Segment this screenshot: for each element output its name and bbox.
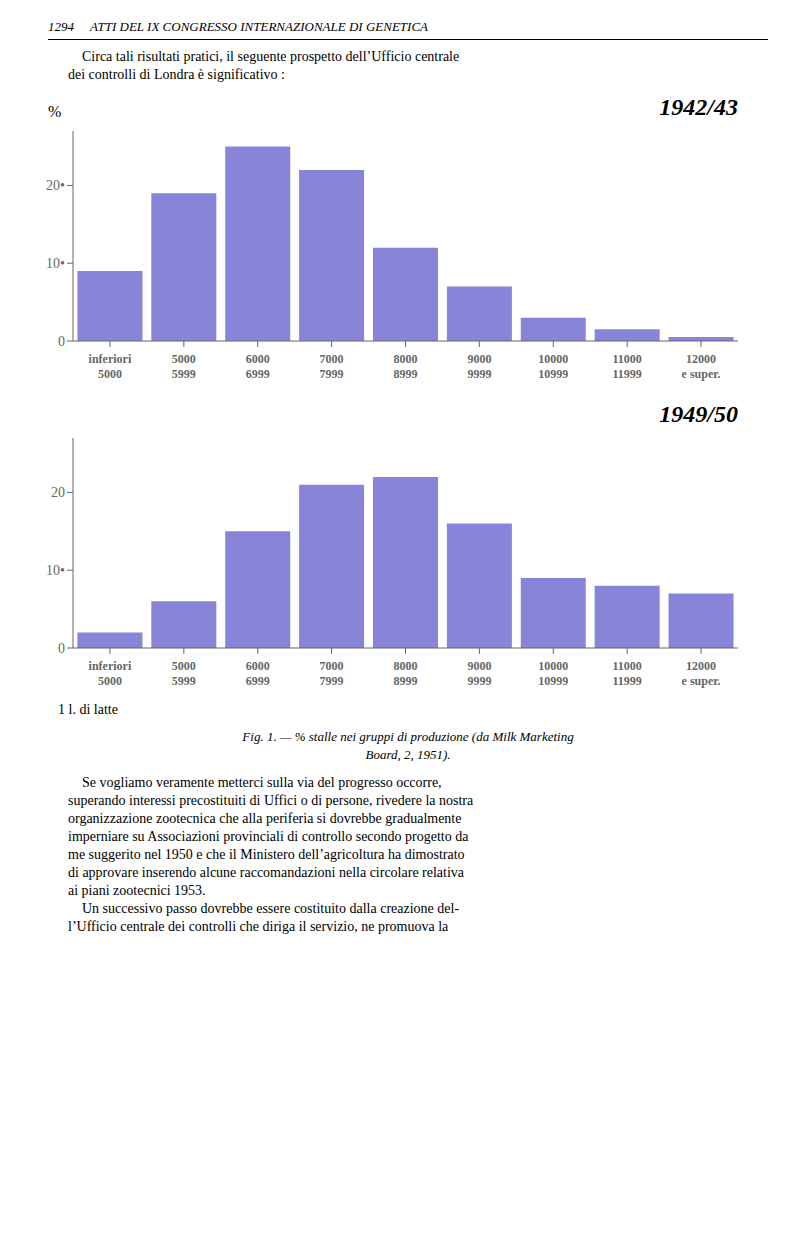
svg-text:90009999: 90009999 xyxy=(467,352,491,381)
svg-text:70007999: 70007999 xyxy=(320,659,344,688)
svg-text:1000010999: 1000010999 xyxy=(538,352,568,381)
svg-text:12000e super.: 12000e super. xyxy=(682,352,721,381)
svg-text:20•: 20• xyxy=(46,178,65,193)
svg-text:0: 0 xyxy=(58,641,65,656)
svg-text:60006999: 60006999 xyxy=(246,659,270,688)
svg-text:80008999: 80008999 xyxy=(394,659,418,688)
html-text:l’Ufficio centrale dei control: l’Ufficio centrale dei controlli che dir… xyxy=(68,919,449,934)
svg-text:80008999: 80008999 xyxy=(394,352,418,381)
html-text:me suggerito nel 1950 e che il: me suggerito nel 1950 e che il Ministero… xyxy=(68,847,465,862)
html-text:imperniare su Associazioni pro: imperniare su Associazioni provinciali d… xyxy=(68,829,469,844)
html-text:Un successivo passo dovrebbe e: Un successivo passo dovrebbe essere cost… xyxy=(68,901,460,916)
svg-text:10•: 10• xyxy=(46,563,65,578)
svg-text:50005999: 50005999 xyxy=(172,659,196,688)
svg-text:90009999: 90009999 xyxy=(467,659,491,688)
svg-text:0: 0 xyxy=(58,334,65,349)
svg-text:inferiori5000: inferiori5000 xyxy=(89,352,132,381)
html-text:Se vogliamo veramente metterci: Se vogliamo veramente metterci sulla via… xyxy=(68,775,442,790)
html-text:ai piani zootecnici 1953.: ai piani zootecnici 1953. xyxy=(68,883,206,898)
svg-text:50005999: 50005999 xyxy=(172,352,196,381)
svg-text:inferiori5000: inferiori5000 xyxy=(89,659,132,688)
svg-text:12000e super.: 12000e super. xyxy=(682,659,721,688)
html-text:Fig. 1. — % stalle nei gruppi: Fig. 1. — % stalle nei gruppi di produzi… xyxy=(242,729,574,744)
svg-text:70007999: 70007999 xyxy=(320,352,344,381)
html-text:organizzazione zootecnica che: organizzazione zootecnica che alla perif… xyxy=(68,811,462,826)
html-text:di approvare inserendo alcune: di approvare inserendo alcune raccomanda… xyxy=(68,865,465,880)
svg-text:1100011999: 1100011999 xyxy=(612,659,641,688)
html-text:1942/43: 1942/43 xyxy=(659,94,738,120)
svg-text:20: 20 xyxy=(51,485,65,500)
svg-text:1100011999: 1100011999 xyxy=(612,352,641,381)
html-text:Circa tali risultati pratici,: Circa tali risultati pratici, il seguent… xyxy=(68,49,460,64)
html-text:dei controlli di Londra è sign: dei controlli di Londra è significativo … xyxy=(68,67,285,82)
html-text:1 l. di latte: 1 l. di latte xyxy=(58,702,118,717)
html-text:1294 ATTI DEL IX CONGRESSO INT: 1294 ATTI DEL IX CONGRESSO INTERNAZIONAL… xyxy=(48,19,428,34)
html-text:superando interessi precostitu: superando interessi precostituiti di Uff… xyxy=(68,793,474,808)
html-text:Board, 2, 1951).: Board, 2, 1951). xyxy=(365,747,451,762)
svg-text:10•: 10• xyxy=(46,256,65,271)
svg-text:60006999: 60006999 xyxy=(246,352,270,381)
html-text:1949/50: 1949/50 xyxy=(659,401,738,427)
svg-text:1000010999: 1000010999 xyxy=(538,659,568,688)
